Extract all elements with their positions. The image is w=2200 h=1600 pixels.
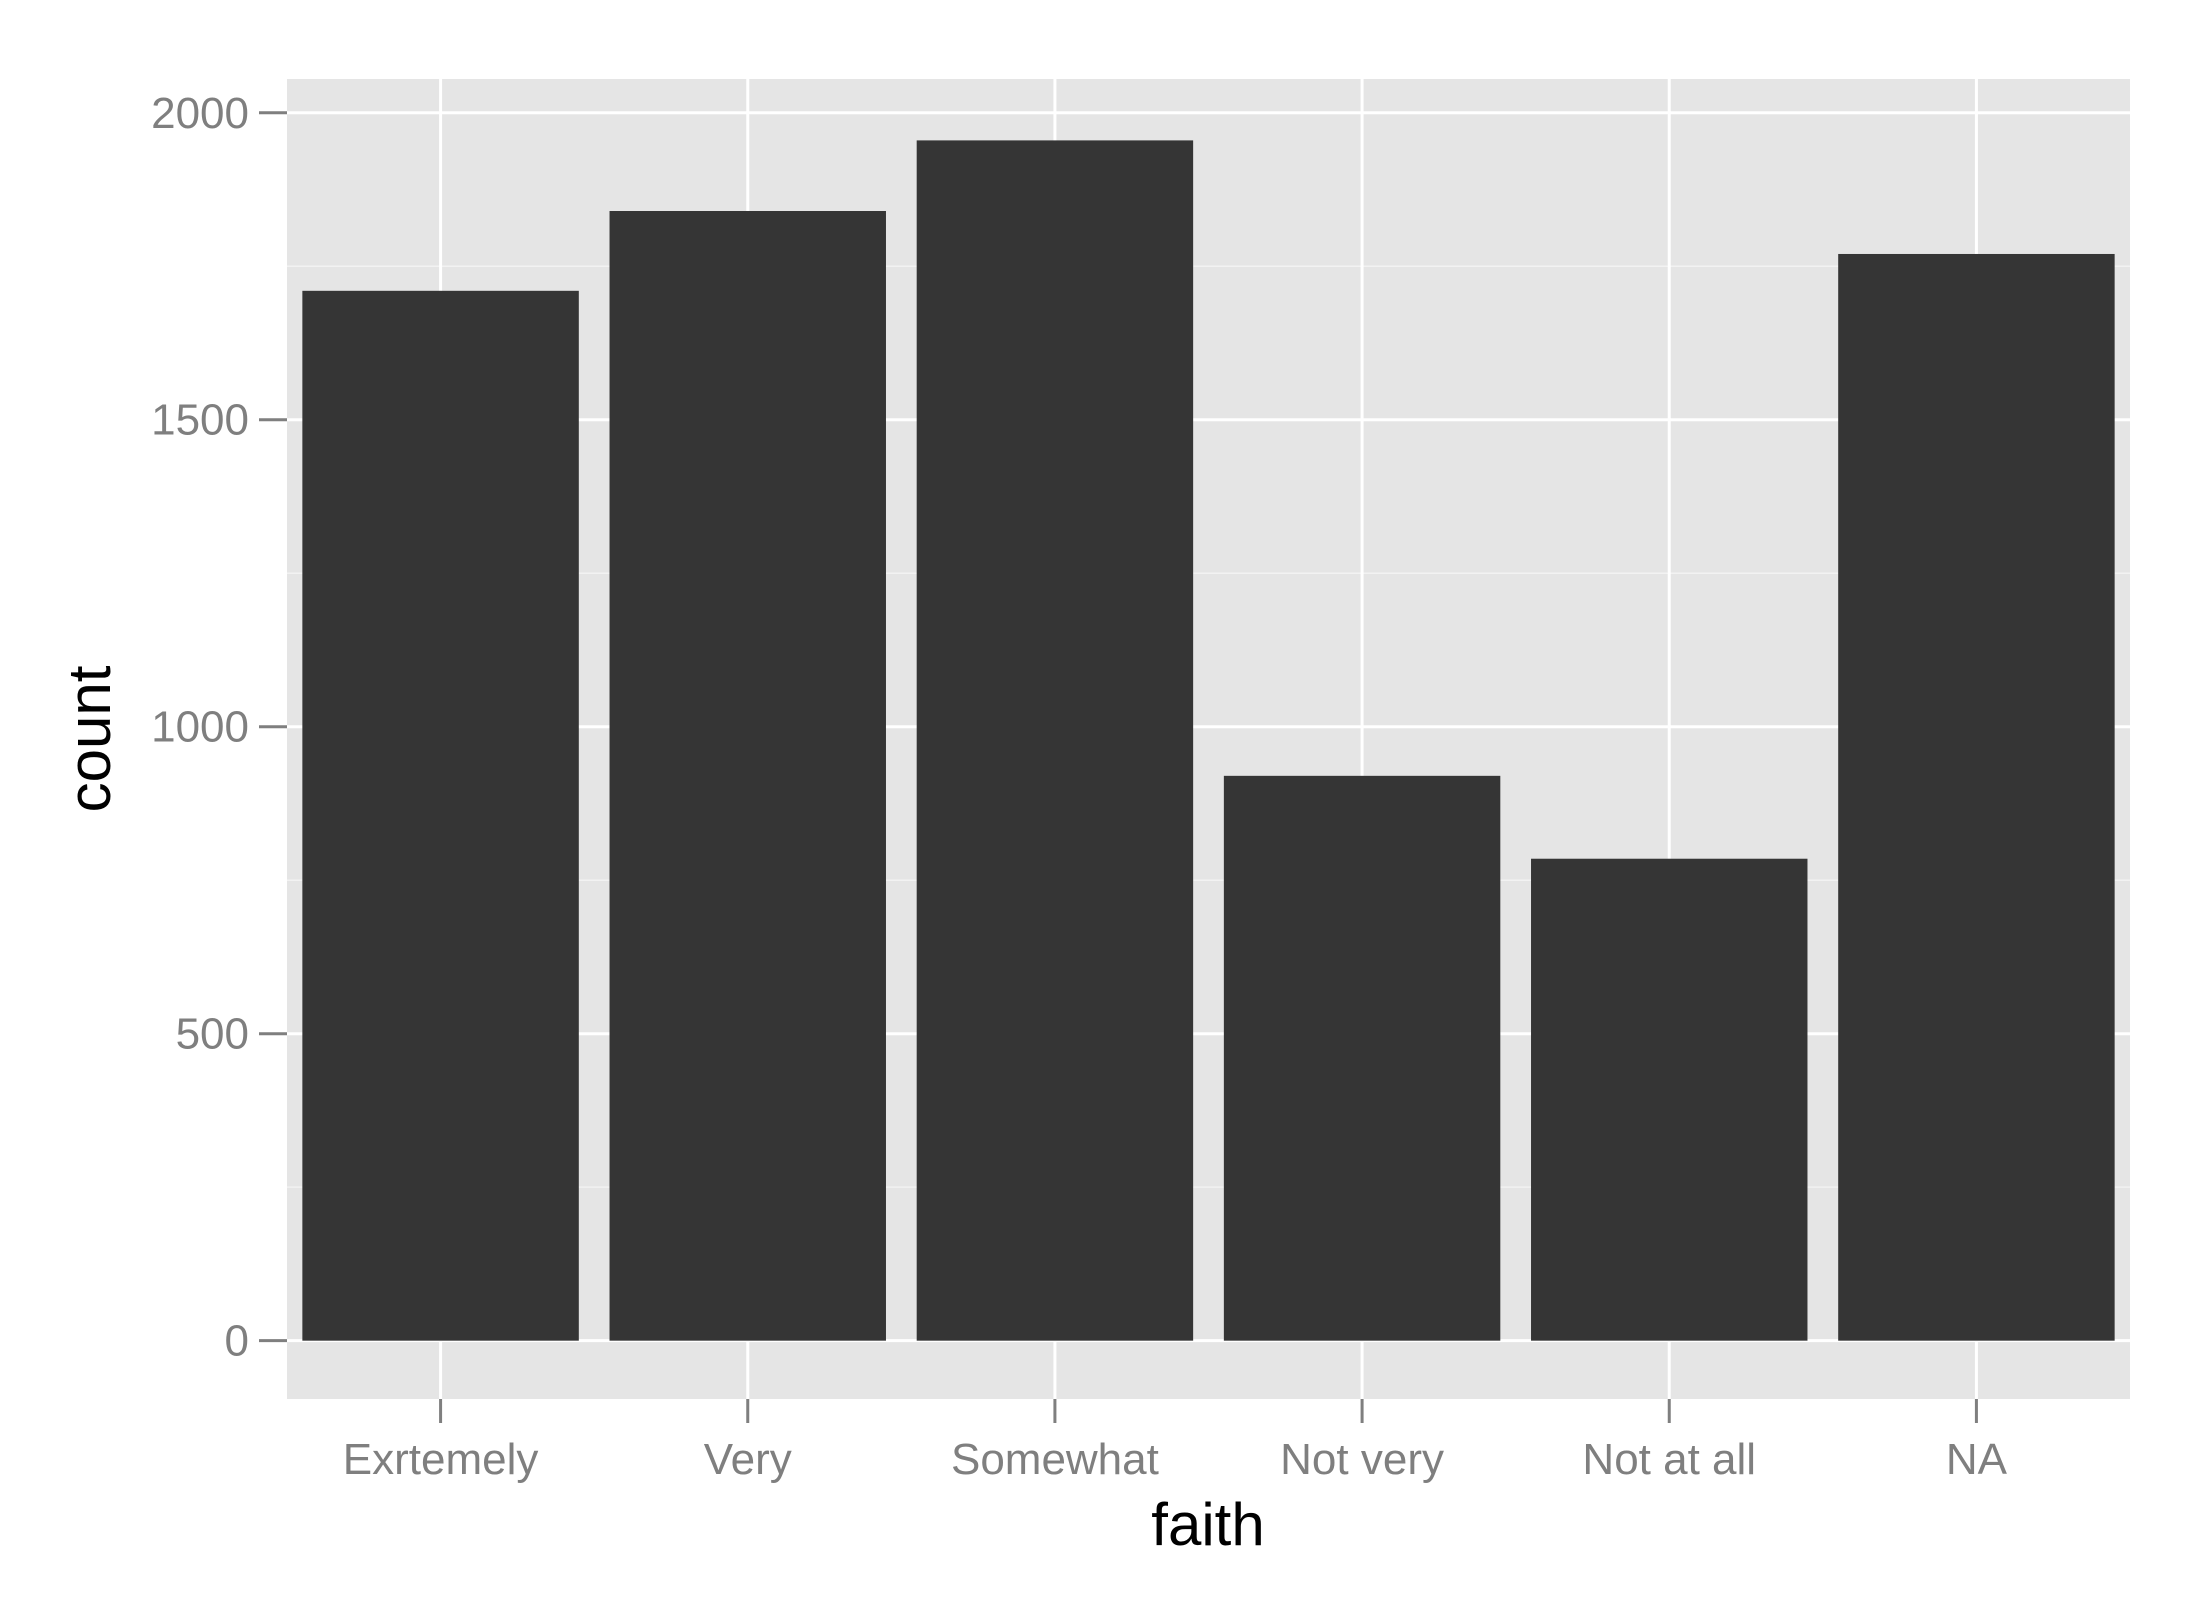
bars (302, 140, 2115, 1341)
bar-not-very (1223, 775, 1501, 1341)
y-axis: 0 500 1000 1500 2000 (151, 89, 287, 1366)
bar-na (1838, 253, 2115, 1341)
x-tick-label: Not very (1280, 1435, 1444, 1484)
plot-panel (287, 79, 2130, 1399)
x-tick-label: Somewhat (951, 1435, 1159, 1484)
bar-somewhat (916, 140, 1194, 1341)
x-tick-label: Not at all (1582, 1435, 1756, 1484)
bar-very (609, 211, 886, 1341)
x-axis-title: faith (1151, 1491, 1264, 1558)
x-tick-label: Exrtemely (343, 1435, 539, 1484)
bar-not-at-all (1531, 858, 1808, 1341)
x-tick-label: NA (1946, 1435, 2008, 1484)
y-tick-label: 1500 (151, 396, 249, 445)
y-tick-label: 1000 (151, 703, 249, 752)
y-tick-label: 2000 (151, 89, 249, 138)
minor-gridlines (287, 265, 2130, 1188)
y-tick-label: 0 (225, 1317, 249, 1366)
x-axis: Exrtemely Very Somewhat Not very Not at all N… (343, 1399, 2008, 1484)
x-tick-label: Very (704, 1435, 792, 1484)
y-tick-label: 500 (176, 1010, 249, 1059)
bar-exrtemely (302, 290, 579, 1341)
y-axis-title: count (56, 665, 123, 812)
